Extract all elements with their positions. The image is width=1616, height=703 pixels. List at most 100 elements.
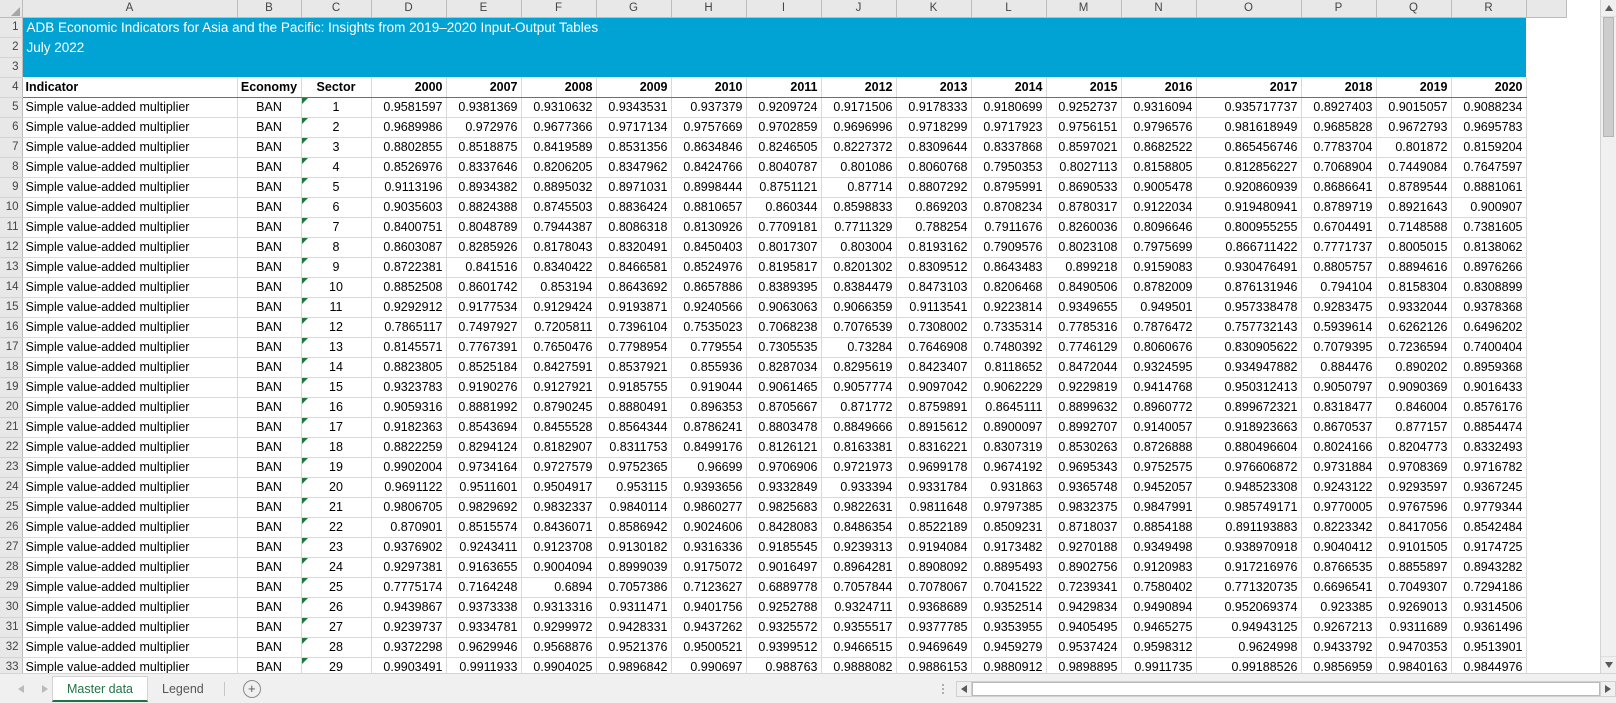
cell-indicator[interactable]: Simple value-added multiplier — [22, 457, 238, 478]
cell-value[interactable]: 0.8900097 — [971, 417, 1047, 438]
cell-value[interactable]: 0.8417056 — [1376, 517, 1452, 538]
cell-economy[interactable]: BAN — [237, 457, 302, 478]
cell-value[interactable]: 0.94943125 — [1196, 617, 1302, 638]
cell-indicator[interactable]: Simple value-added multiplier — [22, 477, 238, 498]
cell-value[interactable]: 0.7400404 — [1451, 337, 1527, 358]
cell-value[interactable]: 0.8017307 — [746, 237, 822, 258]
cell-economy[interactable]: BAN — [237, 177, 302, 198]
cell-value[interactable]: 0.8096646 — [1121, 217, 1197, 238]
cell-value[interactable]: 0.9844976 — [1451, 657, 1527, 673]
cell-value[interactable]: 0.9063063 — [746, 297, 822, 318]
cell-value[interactable]: 0.779554 — [671, 337, 747, 358]
cell-economy[interactable]: BAN — [237, 537, 302, 558]
column-header-G[interactable]: G — [596, 0, 672, 18]
cell-value[interactable]: 0.8780317 — [1046, 197, 1122, 218]
cell-sector[interactable]: 17 — [301, 417, 372, 438]
cell-value[interactable]: 0.9299972 — [521, 617, 597, 638]
cell-value[interactable]: 0.9672793 — [1376, 117, 1452, 138]
cell-value[interactable]: 0.8193162 — [896, 237, 972, 258]
cell-value[interactable]: 0.919480941 — [1196, 197, 1302, 218]
cell-value[interactable]: 0.9252788 — [746, 597, 822, 618]
vertical-scroll-track[interactable] — [1601, 17, 1616, 656]
cell-indicator[interactable]: Simple value-added multiplier — [22, 597, 238, 618]
cell-value[interactable]: 0.9829692 — [446, 497, 522, 518]
cell-sector[interactable]: 11 — [301, 297, 372, 318]
row-header-9[interactable]: 9 — [0, 177, 23, 198]
cell-sector[interactable]: 1 — [301, 97, 372, 118]
cell-value[interactable]: 0.8206205 — [521, 157, 597, 178]
cell-value[interactable]: 0.9756151 — [1046, 117, 1122, 138]
cell-value[interactable]: 0.9332044 — [1376, 297, 1452, 318]
cell-value[interactable]: 0.9428331 — [596, 617, 672, 638]
cell-sector[interactable]: 18 — [301, 437, 372, 458]
cell-value[interactable]: 0.7041522 — [971, 577, 1047, 598]
cell-value[interactable]: 0.9511601 — [446, 477, 522, 498]
cell-value[interactable]: 0.9695783 — [1451, 117, 1527, 138]
row-header-24[interactable]: 24 — [0, 477, 23, 498]
cell-value[interactable]: 0.8347962 — [596, 157, 672, 178]
cell-sector[interactable]: 27 — [301, 617, 372, 638]
cell-value[interactable]: 0.8316221 — [896, 437, 972, 458]
cell-value[interactable]: 0.8524976 — [671, 257, 747, 278]
cell-value[interactable]: 0.9004094 — [521, 557, 597, 578]
cell-value[interactable]: 0.9381369 — [446, 97, 522, 118]
cell-value[interactable]: 0.8964281 — [821, 557, 897, 578]
cell-economy[interactable]: BAN — [237, 137, 302, 158]
row-header-7[interactable]: 7 — [0, 137, 23, 158]
cell-value[interactable]: 0.9185545 — [746, 537, 822, 558]
cell-indicator[interactable]: Simple value-added multiplier — [22, 277, 238, 298]
cell-value[interactable]: 0.8894616 — [1376, 257, 1452, 278]
column-header-C[interactable]: C — [301, 0, 372, 18]
cell-value[interactable]: 0.7975699 — [1121, 237, 1197, 258]
cell-value[interactable]: 0.8509231 — [971, 517, 1047, 538]
cell-value[interactable]: 0.8708234 — [971, 197, 1047, 218]
cell-sector[interactable]: 5 — [301, 177, 372, 198]
cell-value[interactable]: 0.96699 — [671, 457, 747, 478]
cell-sector[interactable]: 8 — [301, 237, 372, 258]
cell-value[interactable]: 0.8823805 — [371, 357, 447, 378]
cell-economy[interactable]: BAN — [237, 617, 302, 638]
cell-sector[interactable]: 22 — [301, 517, 372, 538]
sheet-tab-legend[interactable]: Legend — [148, 678, 218, 700]
cell-value[interactable]: 0.8195817 — [746, 257, 822, 278]
cell-value[interactable]: 0.9689986 — [371, 117, 447, 138]
row-header-1[interactable]: 1 — [0, 17, 23, 38]
cell-value[interactable]: 0.8643692 — [596, 277, 672, 298]
cell-value[interactable]: 0.9470353 — [1376, 637, 1452, 658]
cell-indicator[interactable]: Simple value-added multiplier — [22, 357, 238, 378]
cell-value[interactable]: 0.6894 — [521, 577, 597, 598]
row-header-15[interactable]: 15 — [0, 297, 23, 318]
cell-economy[interactable]: BAN — [237, 657, 302, 673]
cell-value[interactable]: 0.9903491 — [371, 657, 447, 673]
column-header-A[interactable]: A — [22, 0, 238, 18]
cell-value[interactable]: 0.8419589 — [521, 137, 597, 158]
cell-value[interactable]: 0.9324595 — [1121, 357, 1197, 378]
cell-value[interactable]: 0.8751121 — [746, 177, 822, 198]
cell-value[interactable]: 0.8227372 — [821, 137, 897, 158]
cell-value[interactable]: 0.957338478 — [1196, 297, 1302, 318]
cell-value[interactable]: 0.7381605 — [1451, 217, 1527, 238]
column-header-N[interactable]: N — [1121, 0, 1197, 18]
cell-sector[interactable]: 28 — [301, 637, 372, 658]
cell-value[interactable]: 0.9209724 — [746, 97, 822, 118]
cell-value[interactable]: 0.9811648 — [896, 497, 972, 518]
cell-value[interactable]: 0.9902004 — [371, 457, 447, 478]
cell-value[interactable]: 0.891193883 — [1196, 517, 1302, 538]
cell-value[interactable]: 0.7305535 — [746, 337, 822, 358]
cell-value[interactable]: 0.9832337 — [521, 497, 597, 518]
cell-sector[interactable]: 9 — [301, 257, 372, 278]
row-header-8[interactable]: 8 — [0, 157, 23, 178]
cell-economy[interactable]: BAN — [237, 257, 302, 278]
cell-value[interactable]: 0.8340422 — [521, 257, 597, 278]
cell-indicator[interactable]: Simple value-added multiplier — [22, 317, 238, 338]
cell-value[interactable]: 0.8597021 — [1046, 137, 1122, 158]
cell-value[interactable]: 0.9361496 — [1451, 617, 1527, 638]
cell-value[interactable]: 0.9393656 — [671, 477, 747, 498]
cell-economy[interactable]: BAN — [237, 497, 302, 518]
cell-value[interactable]: 0.9433792 — [1301, 637, 1377, 658]
cell-value[interactable]: 0.988763 — [746, 657, 822, 673]
cell-value[interactable]: 0.8807292 — [896, 177, 972, 198]
cell-economy[interactable]: BAN — [237, 357, 302, 378]
cell-value[interactable]: 0.9223814 — [971, 297, 1047, 318]
cell-value[interactable]: 0.9624998 — [1196, 637, 1302, 658]
